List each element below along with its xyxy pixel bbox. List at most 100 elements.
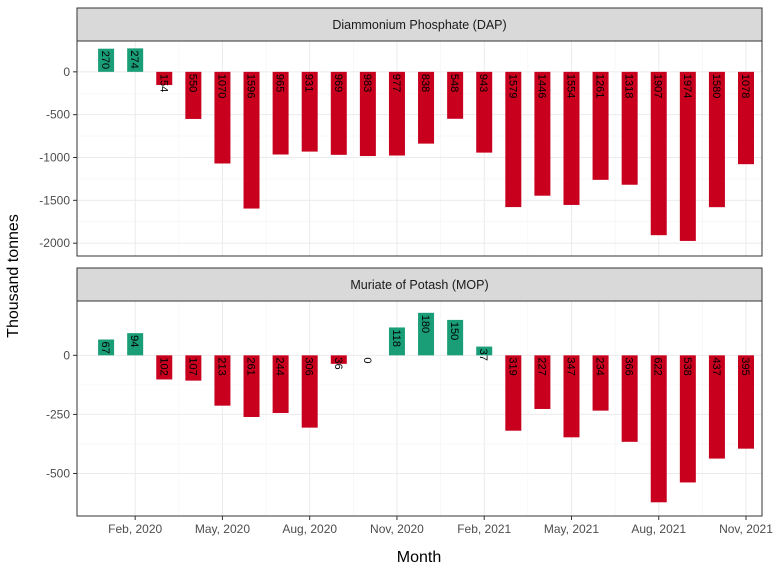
facet-strip (76, 267, 763, 302)
data-label: 213 (215, 357, 227, 375)
data-label: 36 (332, 357, 344, 369)
data-label: 1318 (623, 74, 635, 98)
data-label: 838 (419, 74, 431, 92)
data-label: 274 (128, 50, 140, 68)
data-label: 244 (274, 357, 286, 375)
bar (592, 355, 609, 411)
x-tick-label: Feb, 2021 (457, 522, 511, 536)
bar (272, 355, 289, 413)
y-tick-label: -1500 (39, 193, 70, 207)
bar (679, 71, 696, 241)
bar (621, 355, 638, 442)
bar (185, 355, 202, 381)
bar (127, 333, 144, 356)
data-label: 1446 (535, 74, 547, 98)
y-axis-title: Thousand tonnes (5, 214, 22, 338)
facet-title: Diammonium Phosphate (DAP) (332, 18, 506, 32)
bar (447, 71, 464, 119)
bar (127, 48, 144, 72)
x-tick-label: May, 2021 (544, 522, 599, 536)
data-label: 1554 (564, 74, 576, 98)
data-label: 931 (303, 74, 315, 92)
bar (447, 319, 464, 356)
bar (534, 71, 551, 196)
x-tick-label: Feb, 2020 (108, 522, 162, 536)
data-label: 37 (477, 349, 489, 361)
facets: Diammonium Phosphate (DAP) 0 -500 -1000 -150… (39, 7, 773, 536)
x-tick-label: Nov, 2021 (719, 522, 773, 536)
data-label: 1070 (215, 74, 227, 98)
data-label: 965 (274, 74, 286, 92)
y-tick-label: -1000 (39, 150, 70, 164)
bar (534, 355, 551, 409)
panel-border (76, 40, 763, 257)
bar (418, 312, 435, 356)
y-tick-label: -250 (46, 407, 70, 421)
bar (388, 327, 405, 356)
data-label: 306 (303, 357, 315, 375)
data-label: 366 (623, 357, 635, 375)
y-tick-label: 0 (63, 65, 70, 79)
data-label: 943 (477, 74, 489, 92)
data-label: 1907 (652, 74, 664, 98)
bar (621, 71, 638, 185)
data-label: 107 (186, 357, 198, 375)
bar (301, 71, 318, 152)
y-tick-label: -2000 (39, 236, 70, 250)
data-label: 1974 (681, 74, 693, 98)
bar (476, 71, 493, 153)
x-tick-label: Aug, 2021 (631, 522, 686, 536)
facet-title: Muriate of Potash (MOP) (350, 278, 488, 292)
bar (243, 71, 260, 209)
bar (708, 71, 725, 208)
bar (708, 355, 725, 459)
bar (185, 71, 202, 119)
y-tick-label: -500 (46, 108, 70, 122)
bar (738, 71, 755, 165)
data-label: 977 (390, 74, 402, 92)
x-tick-label: Nov, 2020 (370, 522, 424, 536)
bar (679, 355, 696, 483)
data-label: 395 (739, 357, 751, 375)
data-label: 1580 (710, 74, 722, 98)
bar (214, 355, 231, 406)
data-label: 94 (128, 335, 140, 347)
bar (98, 48, 115, 72)
data-label: 234 (594, 357, 606, 375)
bar (156, 71, 173, 86)
x-axis-title: Month (397, 549, 441, 566)
bar (243, 355, 260, 418)
data-label: 437 (710, 357, 722, 375)
bar (738, 355, 755, 449)
x-tick-label: Aug, 2020 (282, 522, 337, 536)
bar (214, 71, 231, 164)
data-label: 969 (332, 74, 344, 92)
data-label: 622 (652, 357, 664, 375)
bar (592, 71, 609, 180)
panel-border (76, 300, 763, 517)
bar (563, 355, 580, 438)
y-tick-label: -500 (46, 466, 70, 480)
facet-panel: Muriate of Potash (MOP) 0 -250 -500 67 94 102 1… (46, 267, 773, 536)
bar (272, 71, 289, 155)
bar (476, 346, 493, 356)
data-label: 270 (99, 51, 111, 69)
data-label: 1579 (506, 74, 518, 98)
facet-strip (76, 7, 763, 42)
data-label: 67 (99, 342, 111, 354)
bar (359, 71, 376, 157)
data-label: 550 (186, 74, 198, 92)
data-label: 548 (448, 74, 460, 92)
bar (505, 71, 522, 208)
bar (388, 71, 405, 156)
bar (650, 355, 667, 503)
data-label: 118 (390, 329, 402, 347)
bar (301, 355, 318, 428)
y-tick-label: 0 (63, 348, 70, 362)
bar (98, 339, 115, 356)
data-label: 1596 (245, 74, 257, 98)
data-label: 227 (535, 357, 547, 375)
x-tick-label: May, 2020 (195, 522, 250, 536)
bar (330, 71, 347, 155)
